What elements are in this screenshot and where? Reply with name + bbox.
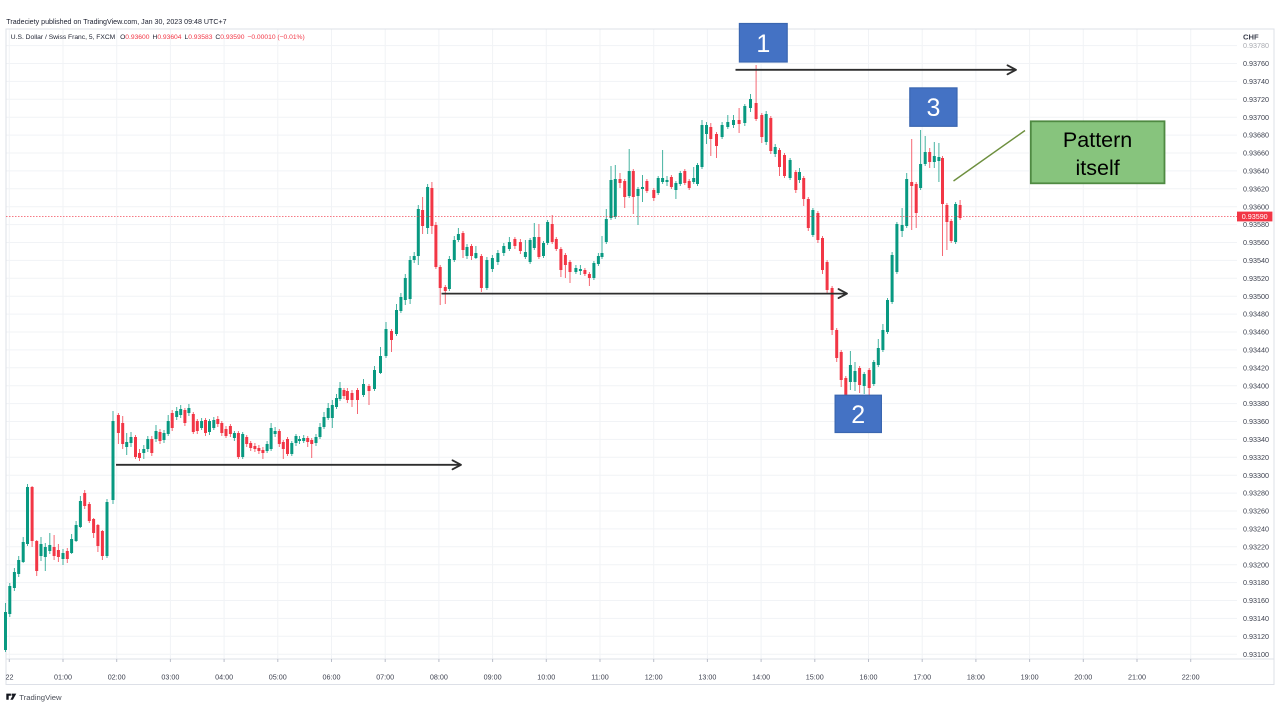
svg-text:19:00: 19:00 — [1021, 673, 1039, 682]
svg-text:0.93460: 0.93460 — [1243, 328, 1269, 337]
svg-text:02:00: 02:00 — [108, 673, 126, 682]
svg-text:3: 3 — [926, 94, 940, 122]
svg-text:22:00: 22:00 — [1182, 673, 1200, 682]
svg-text:21:00: 21:00 — [1128, 673, 1146, 682]
svg-text:0.93500: 0.93500 — [1243, 292, 1269, 301]
svg-text:22: 22 — [6, 673, 14, 682]
svg-text:0.93740: 0.93740 — [1243, 77, 1269, 86]
svg-text:09:00: 09:00 — [484, 673, 502, 682]
svg-text:05:00: 05:00 — [269, 673, 287, 682]
svg-text:0.93420: 0.93420 — [1243, 363, 1269, 372]
svg-text:U.S. Dollar / Swiss Franc, 5,: U.S. Dollar / Swiss Franc, 5, FXCM O0.93… — [11, 34, 305, 41]
svg-text:0.93260: 0.93260 — [1243, 507, 1269, 516]
svg-text:11:00: 11:00 — [591, 673, 608, 682]
svg-text:0.93520: 0.93520 — [1243, 274, 1269, 283]
svg-text:0.93120: 0.93120 — [1243, 632, 1269, 641]
svg-text:TradingView: TradingView — [19, 693, 62, 702]
svg-text:0.93240: 0.93240 — [1243, 525, 1269, 534]
svg-text:0.93440: 0.93440 — [1243, 346, 1269, 355]
svg-text:17:00: 17:00 — [913, 673, 931, 682]
svg-text:0.93640: 0.93640 — [1243, 167, 1269, 176]
svg-text:07:00: 07:00 — [376, 673, 394, 682]
svg-text:0.93140: 0.93140 — [1243, 614, 1269, 623]
svg-text:12:00: 12:00 — [645, 673, 663, 682]
svg-text:0.93700: 0.93700 — [1243, 113, 1269, 122]
svg-text:0.93580: 0.93580 — [1243, 220, 1269, 229]
svg-text:08:00: 08:00 — [430, 673, 448, 682]
svg-text:0.93100: 0.93100 — [1243, 650, 1269, 659]
svg-text:18:00: 18:00 — [967, 673, 985, 682]
svg-text:10:00: 10:00 — [537, 673, 555, 682]
svg-text:0.93200: 0.93200 — [1243, 560, 1269, 569]
svg-text:1: 1 — [756, 30, 770, 58]
svg-text:0.93360: 0.93360 — [1243, 417, 1269, 426]
svg-text:0.93380: 0.93380 — [1243, 399, 1269, 408]
svg-text:Tradeciety published on Tradin: Tradeciety published on TradingView.com,… — [6, 18, 226, 26]
svg-text:03:00: 03:00 — [161, 673, 179, 682]
svg-text:04:00: 04:00 — [215, 673, 233, 682]
svg-text:0.93540: 0.93540 — [1243, 256, 1269, 265]
svg-text:15:00: 15:00 — [806, 673, 824, 682]
svg-text:0.93220: 0.93220 — [1243, 542, 1269, 551]
svg-text:CHF: CHF — [1243, 32, 1259, 41]
svg-text:itself: itself — [1075, 156, 1119, 180]
svg-text:0.93560: 0.93560 — [1243, 238, 1269, 247]
svg-text:0.93340: 0.93340 — [1243, 435, 1269, 444]
svg-text:01:00: 01:00 — [54, 673, 72, 682]
svg-text:14:00: 14:00 — [752, 673, 770, 682]
svg-text:20:00: 20:00 — [1074, 673, 1092, 682]
svg-text:0.93160: 0.93160 — [1243, 596, 1269, 605]
svg-text:0.93660: 0.93660 — [1243, 149, 1269, 158]
svg-text:2: 2 — [851, 401, 865, 429]
svg-text:Pattern: Pattern — [1063, 128, 1132, 152]
svg-text:0.93280: 0.93280 — [1243, 489, 1269, 498]
svg-text:0.93720: 0.93720 — [1243, 95, 1269, 104]
svg-text:0.93780: 0.93780 — [1243, 41, 1269, 50]
svg-text:0.93590: 0.93590 — [1242, 212, 1268, 221]
svg-text:0.93480: 0.93480 — [1243, 310, 1269, 319]
svg-text:13:00: 13:00 — [698, 673, 716, 682]
svg-text:0.93600: 0.93600 — [1243, 202, 1269, 211]
svg-text:0.93180: 0.93180 — [1243, 578, 1269, 587]
svg-text:0.93320: 0.93320 — [1243, 453, 1269, 462]
svg-text:06:00: 06:00 — [323, 673, 341, 682]
svg-text:0.93680: 0.93680 — [1243, 131, 1269, 140]
svg-text:0.93300: 0.93300 — [1243, 471, 1269, 480]
svg-text:16:00: 16:00 — [860, 673, 878, 682]
svg-text:0.93400: 0.93400 — [1243, 381, 1269, 390]
svg-text:0.93620: 0.93620 — [1243, 184, 1269, 193]
svg-text:0.93760: 0.93760 — [1243, 59, 1269, 68]
